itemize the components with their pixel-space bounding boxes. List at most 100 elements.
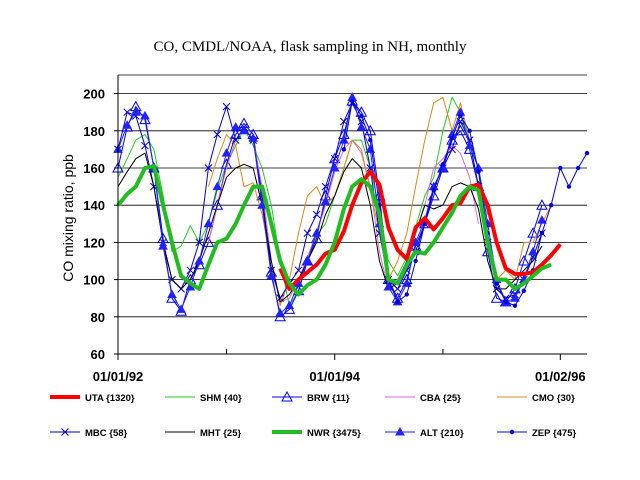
x-marker-stroke [294, 266, 303, 275]
y-tick-label: 160 [83, 161, 105, 176]
x-marker-stroke [312, 210, 321, 219]
data-point [266, 270, 277, 280]
legend-item: CBA {25} [385, 393, 461, 404]
x-tick-label: 01/01/94 [309, 369, 360, 384]
data-point [527, 227, 539, 238]
data-point [350, 98, 355, 104]
data-point [558, 165, 563, 171]
series-line [278, 169, 562, 291]
axes [117, 75, 587, 360]
data-point [212, 181, 223, 191]
data-point [539, 230, 545, 236]
y-tick-label: 60 [91, 347, 105, 362]
data-point [537, 215, 547, 224]
y-tick-label: 180 [83, 124, 105, 139]
x-marker-stroke [267, 266, 276, 275]
y-tick-label: 80 [91, 310, 105, 325]
data-point [203, 218, 214, 228]
data-point [281, 390, 293, 402]
data-point [275, 308, 286, 317]
data-point [490, 292, 503, 303]
y-axis-label: CO mixing ratio, ppb [60, 154, 76, 282]
legend-label: UTA {1320} [85, 393, 135, 404]
legend-label: NWR {3475} [307, 428, 361, 439]
data-point [449, 136, 455, 141]
x-marker-stroke [448, 145, 456, 154]
data-point [141, 141, 149, 150]
data-point [248, 133, 259, 142]
data-point [467, 128, 472, 133]
x-marker-stroke [357, 117, 366, 126]
data-point [404, 292, 409, 297]
x-marker-stroke [141, 141, 149, 150]
data-point [294, 266, 303, 275]
data-point [340, 117, 348, 126]
y-tick-labels: 60 80 100 120 140 160 180 200 [83, 87, 105, 362]
legend-label: CBA {25} [420, 393, 461, 404]
y-tick-label: 200 [83, 87, 105, 102]
data-point [509, 429, 515, 435]
x-marker-stroke [231, 136, 240, 144]
legend-item: NWR {3475} [272, 428, 361, 439]
data-point [548, 203, 554, 208]
data-point [359, 113, 364, 119]
data-point [383, 282, 394, 291]
data-point [395, 299, 400, 305]
data-point [528, 246, 538, 256]
data-point [393, 285, 402, 293]
legend-item: MHT {25} [165, 428, 241, 439]
legend-label: SHM {40} [200, 393, 242, 404]
legend-item: UTA {1320} [50, 393, 135, 404]
data-point [320, 196, 331, 205]
data-point [584, 150, 590, 156]
data-point [194, 255, 205, 265]
data-point [476, 169, 481, 174]
data-point [158, 241, 168, 250]
data-point [186, 266, 195, 275]
data-point [195, 238, 204, 247]
data-point [61, 428, 69, 436]
x-marker-stroke [465, 136, 474, 144]
data-point [328, 152, 341, 164]
series-uta [278, 169, 562, 291]
x-marker-stroke [204, 164, 213, 172]
x-marker-stroke [222, 102, 231, 111]
data-point [494, 281, 499, 286]
y-tick-label: 140 [83, 198, 105, 213]
data-point [536, 199, 548, 210]
data-point [211, 199, 224, 210]
data-point [231, 136, 240, 144]
data-point [222, 102, 231, 111]
x-marker-stroke [321, 182, 330, 191]
data-point [239, 125, 249, 135]
x-marker-stroke [276, 294, 285, 303]
x-marker-stroke [303, 229, 312, 237]
data-point [130, 107, 141, 116]
legend-label: CMO {30} [532, 393, 575, 404]
data-point [458, 113, 463, 119]
x-marker-stroke [123, 108, 132, 117]
data-point [204, 164, 213, 172]
data-point [213, 130, 222, 139]
data-point [230, 122, 241, 131]
data-point [566, 184, 572, 189]
data-point [311, 228, 322, 237]
data-point [284, 300, 295, 310]
data-point [122, 120, 133, 129]
y-tick-label: 120 [83, 235, 105, 250]
x-marker-stroke [330, 154, 339, 163]
data-point [302, 255, 313, 265]
data-point [123, 108, 132, 117]
data-point [221, 148, 232, 157]
legend-item: SHM {40} [165, 393, 242, 404]
data-point [356, 122, 367, 131]
x-tick-labels: 01/01/92 01/01/94 01/02/96 [93, 369, 586, 384]
data-point [321, 182, 330, 191]
legend-item: ZEP {475} [497, 428, 576, 439]
x-tick-label: 01/01/92 [93, 369, 144, 384]
x-marker-stroke [340, 117, 348, 126]
legend-label: MBC {58} [85, 428, 128, 439]
x-marker-stroke [393, 285, 402, 293]
series-line [117, 96, 543, 314]
